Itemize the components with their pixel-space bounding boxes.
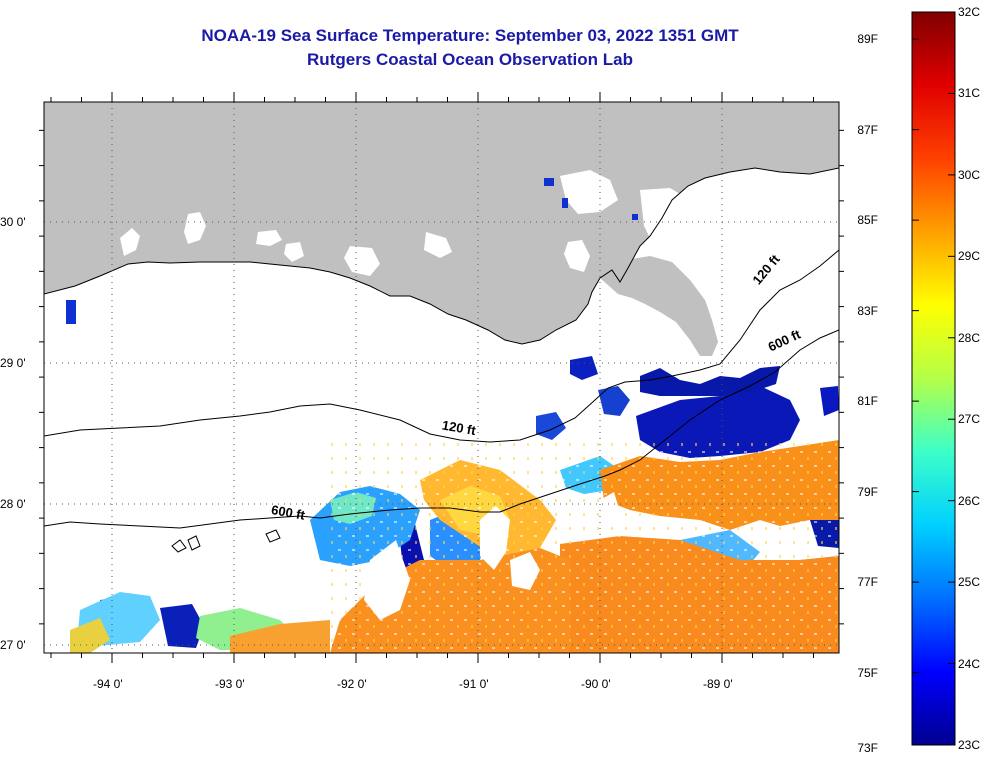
inland-lakes <box>120 170 818 276</box>
longitude-label: -89 0' <box>703 677 733 691</box>
latitude-label: 27 0' <box>0 638 26 652</box>
longitude-label: -93 0' <box>215 677 245 691</box>
contour-label: 120 ft <box>441 417 478 438</box>
longitude-label: -92 0' <box>337 677 367 691</box>
colorbar <box>911 11 956 746</box>
bathymetry-contours <box>44 249 839 553</box>
map-title: NOAA-19 Sea Surface Temperature: Septemb… <box>201 26 739 45</box>
land <box>44 102 839 344</box>
latitude-label: 30 0' <box>0 215 26 229</box>
longitude-label: -90 0' <box>581 677 611 691</box>
fahrenheit-label: 77F <box>857 575 878 590</box>
celsius-label: 31C <box>958 86 981 101</box>
contour-label: 600 ft <box>270 502 307 523</box>
colorbar-ticks <box>912 11 955 746</box>
celsius-label: 23C <box>958 738 981 752</box>
graticule <box>44 102 839 653</box>
celsius-label: 29C <box>958 249 981 264</box>
celsius-label: 28C <box>958 330 981 345</box>
celsius-label: 30C <box>958 167 981 182</box>
delta-land <box>600 256 718 356</box>
coastline <box>44 167 839 345</box>
celsius-label: 32C <box>958 5 981 19</box>
contour-600ft <box>44 329 839 529</box>
cloud-gaps <box>364 492 620 620</box>
celsius-label: 25C <box>958 575 981 590</box>
map-area <box>44 102 839 653</box>
fahrenheit-label: 79F <box>857 484 878 499</box>
latitude-label: 29 0' <box>0 356 26 370</box>
fahrenheit-label: 81F <box>857 394 878 409</box>
marsh-pixels <box>66 178 638 324</box>
longitude-label: -94 0' <box>93 677 123 691</box>
fahrenheit-label: 89F <box>857 32 878 47</box>
fahrenheit-label: 83F <box>857 303 878 318</box>
celsius-label: 24C <box>958 656 981 671</box>
fahrenheit-label: 87F <box>857 122 878 137</box>
longitude-label: -91 0' <box>459 677 489 691</box>
contour-120ft <box>44 249 839 443</box>
map-subtitle: Rutgers Coastal Ocean Observation Lab <box>307 50 633 69</box>
frame-ticks <box>39 92 844 663</box>
fahrenheit-label: 85F <box>857 213 878 228</box>
fahrenheit-label: 73F <box>857 741 878 755</box>
celsius-label: 27C <box>958 412 981 427</box>
sst-texture <box>330 440 839 653</box>
celsius-label: 26C <box>958 493 981 508</box>
latitude-label: 28 0' <box>0 497 26 511</box>
fahrenheit-label: 75F <box>857 665 878 680</box>
